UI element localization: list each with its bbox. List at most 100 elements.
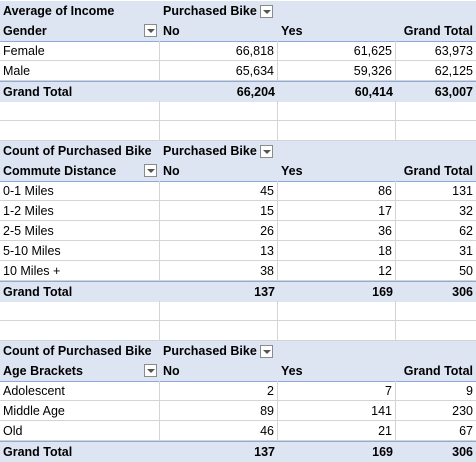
dropdown-filter-icon[interactable] <box>259 5 273 19</box>
total-cell[interactable]: 63,973 <box>396 41 476 61</box>
header-empty-cell[interactable] <box>278 141 396 161</box>
header-empty-cell[interactable] <box>396 1 476 21</box>
value-cell[interactable]: 13 <box>160 241 278 261</box>
grand-total-value[interactable]: 137 <box>254 445 275 459</box>
value-cell[interactable]: 21 <box>278 421 396 441</box>
header-empty-cell[interactable] <box>396 141 476 161</box>
grand-total-value[interactable]: 66,204 <box>236 85 275 99</box>
header-empty-cell[interactable] <box>278 341 396 361</box>
pivot2-col-total[interactable]: Grand Total <box>403 164 473 178</box>
header-empty-cell[interactable] <box>396 341 476 361</box>
dropdown-filter-icon[interactable] <box>144 364 157 377</box>
empty-cell[interactable] <box>396 301 476 321</box>
pivot1-col-total[interactable]: Grand Total <box>403 24 473 38</box>
row-label[interactable]: Middle Age <box>0 401 160 421</box>
value-cell[interactable]: 38 <box>160 261 278 281</box>
table-row: 1-2 Miles 15 17 32 <box>0 201 476 221</box>
total-cell[interactable]: 9 <box>396 381 476 401</box>
row-label[interactable]: 5-10 Miles <box>0 241 160 261</box>
pivot1-col-yes[interactable]: Yes <box>281 24 303 38</box>
value-cell[interactable]: 26 <box>160 221 278 241</box>
empty-cell[interactable] <box>278 301 396 321</box>
total-cell[interactable]: 50 <box>396 261 476 281</box>
total-cell[interactable]: 67 <box>396 421 476 441</box>
grand-total-value[interactable]: 60,414 <box>354 85 393 99</box>
pivot3-col-yes[interactable]: Yes <box>281 364 303 378</box>
value-cell[interactable]: 18 <box>278 241 396 261</box>
row-label[interactable]: Male <box>0 61 160 81</box>
pivot1-value-label[interactable]: Average of Income <box>3 4 115 18</box>
value-cell[interactable]: 2 <box>160 381 278 401</box>
empty-cell[interactable] <box>278 101 396 121</box>
empty-cell[interactable] <box>0 301 160 321</box>
pivot1-column-field-label: Purchased Bike <box>163 4 257 18</box>
empty-cell[interactable] <box>0 101 160 121</box>
value-cell[interactable]: 61,625 <box>278 41 396 61</box>
value-cell[interactable]: 65,634 <box>160 61 278 81</box>
pivot2-col-no[interactable]: No <box>163 164 180 178</box>
grand-total-value[interactable]: 306 <box>452 445 473 459</box>
total-cell[interactable]: 62,125 <box>396 61 476 81</box>
empty-cell[interactable] <box>396 121 476 141</box>
total-cell[interactable]: 32 <box>396 201 476 221</box>
value-cell[interactable]: 36 <box>278 221 396 241</box>
row-label[interactable]: 10 Miles + <box>0 261 160 281</box>
total-cell[interactable]: 31 <box>396 241 476 261</box>
pivot3-row-field[interactable]: Age Brackets <box>0 361 160 381</box>
grand-total-value[interactable]: 306 <box>452 285 473 299</box>
value-cell[interactable]: 46 <box>160 421 278 441</box>
pivot2-value-label[interactable]: Count of Purchased Bike <box>3 144 152 158</box>
empty-cell[interactable] <box>396 101 476 121</box>
grand-total-value[interactable]: 169 <box>372 285 393 299</box>
empty-cell[interactable] <box>396 321 476 341</box>
header-empty-cell[interactable] <box>278 1 396 21</box>
row-label[interactable]: 2-5 Miles <box>0 221 160 241</box>
empty-cell[interactable] <box>0 121 160 141</box>
row-label[interactable]: Old <box>0 421 160 441</box>
grand-total-value[interactable]: 169 <box>372 445 393 459</box>
value-cell[interactable]: 141 <box>278 401 396 421</box>
total-cell[interactable]: 62 <box>396 221 476 241</box>
row-label[interactable]: 1-2 Miles <box>0 201 160 221</box>
grand-total-label[interactable]: Grand Total <box>3 85 73 99</box>
total-cell[interactable]: 230 <box>396 401 476 421</box>
pivot3-col-total[interactable]: Grand Total <box>403 364 473 378</box>
value-cell[interactable]: 15 <box>160 201 278 221</box>
grand-total-label[interactable]: Grand Total <box>3 285 73 299</box>
dropdown-filter-icon[interactable] <box>144 164 157 177</box>
empty-cell[interactable] <box>160 301 278 321</box>
pivot3-column-field[interactable]: Purchased Bike <box>160 341 278 361</box>
pivot1-row-field[interactable]: Gender <box>0 21 160 41</box>
pivot3-col-no[interactable]: No <box>163 364 180 378</box>
empty-cell[interactable] <box>160 121 278 141</box>
pivot3-value-label[interactable]: Count of Purchased Bike <box>3 344 152 358</box>
row-label[interactable]: 0-1 Miles <box>0 181 160 201</box>
pivot2-col-yes[interactable]: Yes <box>281 164 303 178</box>
value-cell[interactable]: 7 <box>278 381 396 401</box>
empty-cell[interactable] <box>160 321 278 341</box>
value-cell[interactable]: 17 <box>278 201 396 221</box>
grand-total-value[interactable]: 63,007 <box>434 85 473 99</box>
value-cell[interactable]: 89 <box>160 401 278 421</box>
row-label[interactable]: Female <box>0 41 160 61</box>
dropdown-filter-icon[interactable] <box>259 145 273 159</box>
empty-cell[interactable] <box>0 321 160 341</box>
empty-cell[interactable] <box>278 321 396 341</box>
value-cell[interactable]: 86 <box>278 181 396 201</box>
value-cell[interactable]: 66,818 <box>160 41 278 61</box>
pivot2-row-field[interactable]: Commute Distance <box>0 161 160 181</box>
pivot1-col-no[interactable]: No <box>163 24 180 38</box>
grand-total-value[interactable]: 137 <box>254 285 275 299</box>
row-label[interactable]: Adolescent <box>0 381 160 401</box>
grand-total-label[interactable]: Grand Total <box>3 445 73 459</box>
empty-cell[interactable] <box>278 121 396 141</box>
value-cell[interactable]: 12 <box>278 261 396 281</box>
pivot2-column-field[interactable]: Purchased Bike <box>160 141 278 161</box>
dropdown-filter-icon[interactable] <box>259 345 273 359</box>
total-cell[interactable]: 131 <box>396 181 476 201</box>
value-cell[interactable]: 45 <box>160 181 278 201</box>
dropdown-filter-icon[interactable] <box>144 24 157 37</box>
pivot1-column-field[interactable]: Purchased Bike <box>160 1 278 21</box>
value-cell[interactable]: 59,326 <box>278 61 396 81</box>
empty-cell[interactable] <box>160 101 278 121</box>
